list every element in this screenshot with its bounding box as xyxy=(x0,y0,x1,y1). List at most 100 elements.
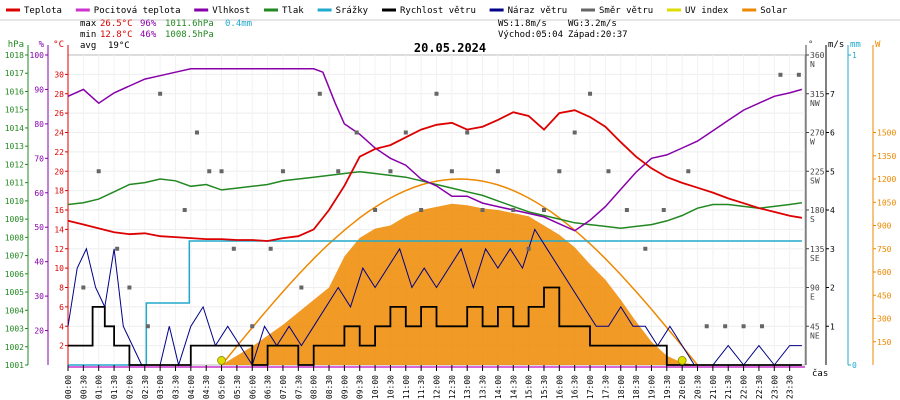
pressure-axis-tick-label: 1013 xyxy=(5,142,24,151)
temperature-axis-tick-label: 12 xyxy=(54,245,64,254)
pressure-axis-tick-label: 1006 xyxy=(5,270,24,279)
legend-label: Pocitová teplota xyxy=(94,6,181,16)
x-tick-label: 12:00 xyxy=(433,375,442,399)
x-tick-label: 00:00 xyxy=(64,375,73,399)
pressure-axis-tick-label: 1011 xyxy=(5,179,24,188)
humidity-axis-tick-label: 90 xyxy=(34,85,44,94)
solar-axis-tick-label: 1500 xyxy=(877,129,896,138)
legend-label: Solar xyxy=(760,6,788,16)
wind-direction-point xyxy=(741,324,746,329)
x-tick-label: 01:00 xyxy=(95,375,104,399)
x-tick-label: 02:30 xyxy=(141,375,150,399)
series-Tlak xyxy=(67,170,803,229)
pressure-axis-tick-label: 1018 xyxy=(5,51,24,60)
x-tick-label: 16:00 xyxy=(555,375,564,399)
wind-direction-point xyxy=(704,324,709,329)
x-tick-label: 04:30 xyxy=(202,375,211,399)
temperature-axis-unit: °C xyxy=(53,40,64,50)
x-tick-label: 17:30 xyxy=(601,375,610,399)
wind-direction-point xyxy=(182,208,187,212)
pressure-axis-tick-label: 1004 xyxy=(5,306,24,315)
wind-direction-point xyxy=(511,208,516,212)
x-tick-label: 06:00 xyxy=(248,375,257,399)
x-tick-label: 07:00 xyxy=(279,375,288,399)
direction-axis-tick-label: 90 xyxy=(810,284,820,293)
wind-direction-point xyxy=(419,208,424,212)
pressure-axis-tick-label: 1003 xyxy=(5,325,24,334)
temperature-axis-tick-label: 18 xyxy=(54,187,64,196)
x-tick-label: 07:30 xyxy=(294,375,303,399)
stat-rain: 0.4mm xyxy=(225,19,252,29)
wind-direction-point xyxy=(317,91,322,96)
pressure-axis-tick-label: 1002 xyxy=(5,343,24,352)
humidity-axis-tick-label: 60 xyxy=(34,189,44,198)
wind-direction-point xyxy=(526,246,531,251)
humidity-axis-unit: % xyxy=(39,40,45,50)
x-tick-label: 18:30 xyxy=(632,375,641,399)
direction-axis-dir-label: NE xyxy=(810,331,820,340)
x-tick-label: 08:30 xyxy=(325,375,334,399)
stat-min-temp: 12.8°C xyxy=(100,30,133,40)
x-tick-label: 17:00 xyxy=(586,375,595,399)
pressure-axis-tick-label: 1016 xyxy=(5,87,24,96)
x-tick-label: 05:30 xyxy=(233,375,242,399)
x-tick-label: 09:00 xyxy=(340,375,349,399)
wind-direction-point xyxy=(207,169,212,174)
x-tick-label: 01:30 xyxy=(110,375,119,399)
x-axis-label: čas xyxy=(812,368,828,379)
x-tick-label: 18:00 xyxy=(617,375,626,399)
legend-label: Rychlost větru xyxy=(400,6,476,16)
stat-avg-temp: 19°C xyxy=(108,41,130,51)
wind-direction-point xyxy=(158,91,163,96)
wind-direction-point xyxy=(299,285,304,290)
wind-direction-point xyxy=(127,285,132,290)
wind-axis-tick-label: 4 xyxy=(830,206,835,215)
temperature-axis-tick-label: 20 xyxy=(54,167,64,176)
wind-direction-point xyxy=(624,208,629,212)
wind-direction-point xyxy=(250,324,255,329)
series-Rychlost větru xyxy=(68,286,802,366)
direction-axis-tick-label: 45 xyxy=(810,322,820,331)
wind-axis-tick-label: 1 xyxy=(830,322,835,331)
uv-index-point xyxy=(217,356,226,365)
direction-axis-tick-label: 360 xyxy=(810,51,825,60)
rain-axis-tick-label: 0 xyxy=(852,361,857,370)
wind-direction-point xyxy=(336,169,341,174)
direction-axis-tick-label: 135 xyxy=(810,245,825,254)
series-Vlhkost xyxy=(67,68,803,232)
legend: Teplota Pocitová teplota Vlhkost Tlak Srážky… xyxy=(0,6,900,21)
pressure-axis-tick-label: 1009 xyxy=(5,215,24,224)
wind-direction-point xyxy=(480,208,485,212)
x-tick-label: 05:00 xyxy=(218,375,227,399)
pressure-axis-tick-label: 1012 xyxy=(5,160,24,169)
pressure-axis-tick-label: 1010 xyxy=(5,197,24,206)
direction-axis-unit: ° xyxy=(808,40,813,50)
direction-axis-dir-label: N xyxy=(810,60,815,69)
solar-axis-tick-label: 150 xyxy=(877,338,892,347)
wind-direction-point xyxy=(661,208,666,212)
x-tick-label: 11:30 xyxy=(417,375,426,399)
pressure-axis-tick-label: 1017 xyxy=(5,69,24,78)
direction-axis-tick-label: 225 xyxy=(810,167,825,176)
x-tick-label: 15:30 xyxy=(540,375,549,399)
wind-direction-point xyxy=(403,130,408,135)
wind-direction-point xyxy=(449,169,454,174)
wind-direction-point xyxy=(588,91,593,96)
wind-direction-point xyxy=(778,72,783,77)
x-tick-label: 15:00 xyxy=(525,375,534,399)
stat-min-hum: 46% xyxy=(140,30,157,40)
wind-axis-tick-label: 7 xyxy=(830,90,835,99)
solar-axis-tick-label: 300 xyxy=(877,315,892,324)
pressure-axis-tick-label: 1014 xyxy=(5,124,24,133)
x-tick-label: 04:00 xyxy=(187,375,196,399)
solar-axis-tick-label: 450 xyxy=(877,291,892,300)
direction-axis-dir-label: S xyxy=(810,215,815,224)
stat-sunrise: Východ:05:04 xyxy=(498,30,563,40)
x-tick-label: 00:30 xyxy=(79,375,88,399)
x-tick-label: 20:30 xyxy=(694,375,703,399)
humidity-axis-tick-label: 20 xyxy=(34,327,44,336)
wind-direction-point xyxy=(541,208,546,212)
stat-avg-label: avg xyxy=(80,41,96,51)
direction-axis-dir-label: E xyxy=(810,293,815,302)
stat-sunset: Západ:20:37 xyxy=(568,30,628,40)
